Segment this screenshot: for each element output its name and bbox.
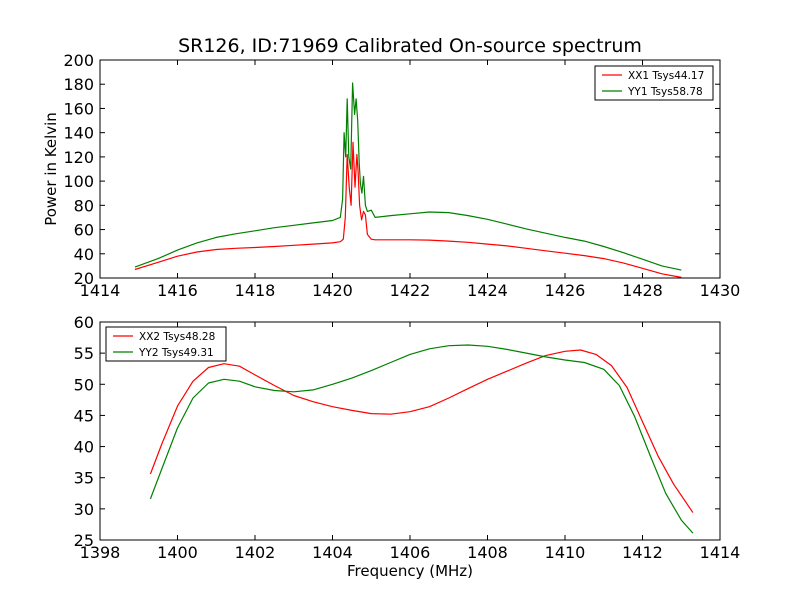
y-tick-label: 20 xyxy=(74,269,94,288)
legend-label: YY2 Tsys49.31 xyxy=(138,347,214,359)
x-tick-label: 1400 xyxy=(157,543,198,562)
x-tick-label: 1420 xyxy=(312,281,353,300)
y-tick-label: 200 xyxy=(63,51,94,70)
y-tick-label: 35 xyxy=(74,469,94,488)
legend-label: XX1 Tsys44.17 xyxy=(628,70,704,82)
x-tick-label: 1402 xyxy=(235,543,276,562)
y-tick-label: 40 xyxy=(74,245,94,264)
series-line-red xyxy=(134,141,682,278)
y-tick-label: 60 xyxy=(74,313,94,332)
series-line-green xyxy=(149,344,694,534)
x-axis-label: Frequency (MHz) xyxy=(347,562,473,580)
y-tick-label: 140 xyxy=(63,124,94,143)
y-tick-label: 25 xyxy=(74,531,94,550)
top-plot: 1414 1416 1418 1420 1422 1424 1426 1428 1430 20 40… xyxy=(42,51,740,300)
x-tick-label: 1430 xyxy=(700,281,741,300)
legend: XX2 Tsys48.28 YY2 Tsys49.31 xyxy=(105,326,227,362)
y-tick-label: 80 xyxy=(74,196,94,215)
y-tick-label: 45 xyxy=(74,406,94,425)
y-tick-label: 120 xyxy=(63,148,94,167)
x-tick-label: 1398 xyxy=(80,543,121,562)
x-tick-label: 1424 xyxy=(467,281,508,300)
x-tick-label: 1422 xyxy=(390,281,431,300)
x-tick-label: 1408 xyxy=(467,543,508,562)
y-tick-label: 55 xyxy=(74,344,94,363)
x-tick-label: 1410 xyxy=(545,543,586,562)
y-tick-label: 180 xyxy=(63,75,94,94)
x-tick-label: 1428 xyxy=(622,281,663,300)
x-tick-label: 1404 xyxy=(312,543,353,562)
legend-box xyxy=(594,65,714,101)
y-tick-label: 40 xyxy=(74,438,94,457)
series-line-green xyxy=(134,82,682,271)
series-line-red xyxy=(149,349,694,513)
x-tick-label: 1416 xyxy=(157,281,198,300)
legend-label: YY1 Tsys58.78 xyxy=(627,86,703,98)
legend: XX1 Tsys44.17 YY1 Tsys58.78 xyxy=(594,65,714,101)
x-tick-label: 1414 xyxy=(80,281,121,300)
y-tick-label: 30 xyxy=(74,500,94,519)
legend-label: XX2 Tsys48.28 xyxy=(139,331,215,343)
y-tick-label: 100 xyxy=(63,172,94,191)
x-tick-label: 1412 xyxy=(622,543,663,562)
x-tick-label: 1426 xyxy=(545,281,586,300)
y-tick-label: 160 xyxy=(63,99,94,118)
figure-title: SR126, ID:71969 Calibrated On-source spe… xyxy=(178,35,642,57)
y-tick-label: 60 xyxy=(74,221,94,240)
x-tick-label: 1414 xyxy=(700,543,741,562)
legend-box xyxy=(105,326,227,362)
y-axis-label: Power in Kelvin xyxy=(42,112,60,226)
y-tick-label: 50 xyxy=(74,375,94,394)
x-tick-label: 1406 xyxy=(390,543,431,562)
bottom-plot: 1398 1400 1402 1404 1406 1408 1410 1412 1414 25 30… xyxy=(74,313,741,562)
x-tick-label: 1418 xyxy=(235,281,276,300)
